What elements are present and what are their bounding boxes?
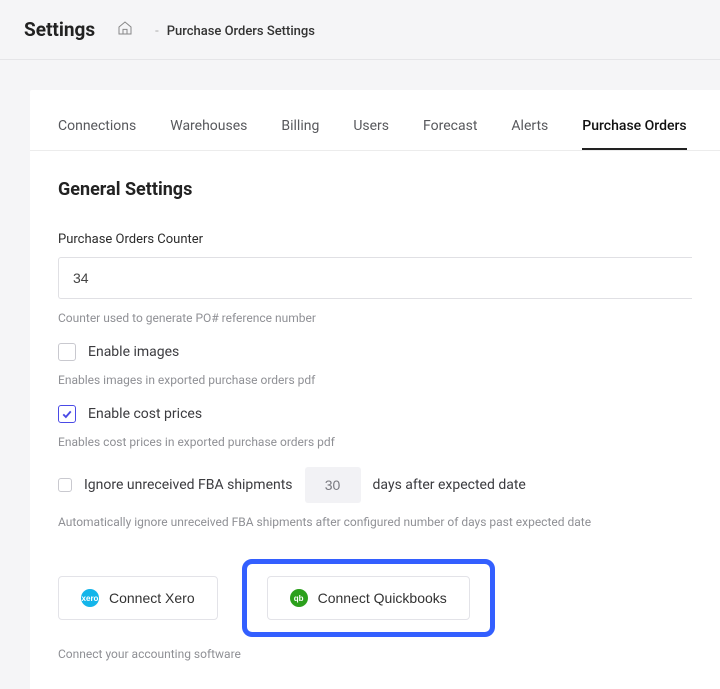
connect-xero-label: Connect Xero <box>109 590 195 606</box>
tab-warehouses[interactable]: Warehouses <box>170 118 247 150</box>
breadcrumb: - Purchase Orders Settings <box>155 20 315 39</box>
tab-purchase-orders[interactable]: Purchase Orders <box>582 118 686 150</box>
connect-help: Connect your accounting software <box>58 647 692 661</box>
breadcrumb-separator: - <box>155 24 159 39</box>
connect-row: xero Connect Xero qb Connect Quickbooks <box>58 559 692 637</box>
counter-input[interactable] <box>58 257 692 299</box>
breadcrumb-current: Purchase Orders Settings <box>167 24 315 39</box>
ignore-fba-label-before: Ignore unreceived FBA shipments <box>84 477 293 493</box>
quickbooks-highlight: qb Connect Quickbooks <box>242 559 495 637</box>
enable-cost-row: Enable cost prices <box>58 405 692 423</box>
enable-images-checkbox[interactable] <box>58 343 76 361</box>
ignore-fba-label-after: days after expected date <box>373 477 526 493</box>
connect-xero-button[interactable]: xero Connect Xero <box>58 576 218 620</box>
connect-quickbooks-label: Connect Quickbooks <box>318 590 447 606</box>
tab-users[interactable]: Users <box>353 118 389 150</box>
connect-quickbooks-button[interactable]: qb Connect Quickbooks <box>267 576 470 620</box>
ignore-fba-row: Ignore unreceived FBA shipments days aft… <box>58 467 692 503</box>
ignore-fba-days-input[interactable] <box>305 467 361 503</box>
tab-forecast[interactable]: Forecast <box>423 118 477 150</box>
tab-connections[interactable]: Connections <box>58 118 136 150</box>
content-wrap: Connections Warehouses Billing Users For… <box>0 60 720 689</box>
tab-billing[interactable]: Billing <box>281 118 319 150</box>
section-title: General Settings <box>58 179 692 200</box>
ignore-fba-help: Automatically ignore unreceived FBA ship… <box>58 515 692 529</box>
xero-icon: xero <box>81 589 99 607</box>
settings-card: Connections Warehouses Billing Users For… <box>30 90 720 689</box>
enable-images-row: Enable images <box>58 343 692 361</box>
counter-help: Counter used to generate PO# reference n… <box>58 311 692 325</box>
counter-label: Purchase Orders Counter <box>58 232 692 247</box>
enable-images-help: Enables images in exported purchase orde… <box>58 373 692 387</box>
enable-cost-checkbox[interactable] <box>58 405 76 423</box>
page-title: Settings <box>24 18 95 41</box>
quickbooks-icon: qb <box>290 589 308 607</box>
general-settings-section: General Settings Purchase Orders Counter… <box>30 151 720 689</box>
enable-cost-label: Enable cost prices <box>88 406 202 422</box>
home-icon[interactable] <box>117 20 133 40</box>
enable-cost-help: Enables cost prices in exported purchase… <box>58 435 692 449</box>
tab-alerts[interactable]: Alerts <box>511 118 548 150</box>
enable-images-label: Enable images <box>88 344 179 360</box>
tabs-bar: Connections Warehouses Billing Users For… <box>30 90 720 151</box>
page-header: Settings - Purchase Orders Settings <box>0 0 720 60</box>
ignore-fba-checkbox[interactable] <box>58 478 72 492</box>
